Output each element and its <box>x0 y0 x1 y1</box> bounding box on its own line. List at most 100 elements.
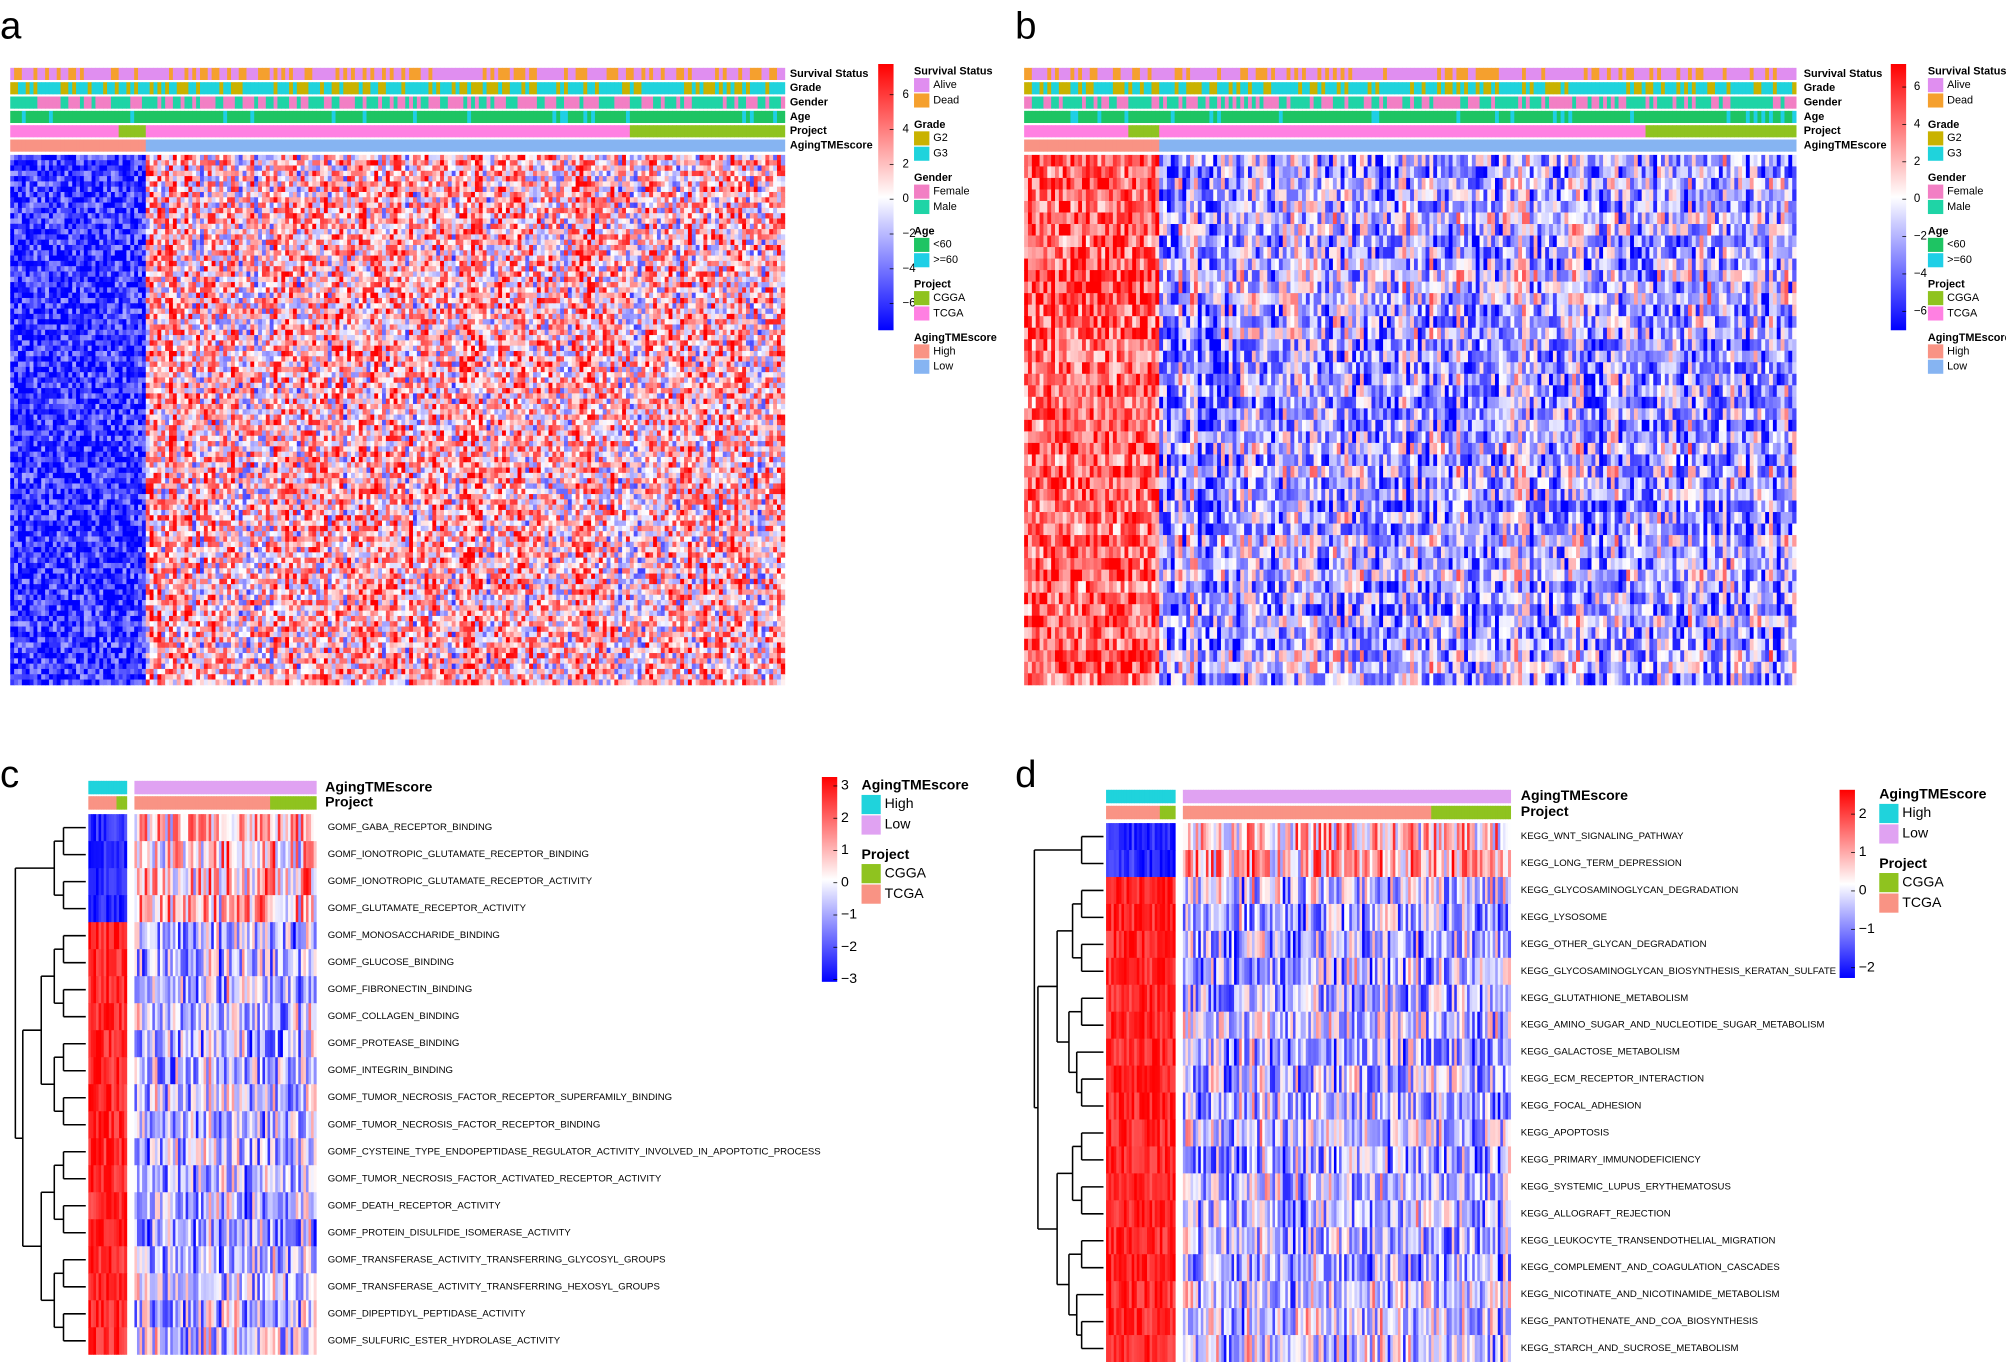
heatmap-cell <box>64 165 68 171</box>
heatmap-cell <box>769 192 773 198</box>
heatmap-cell <box>146 197 150 203</box>
heatmap-cell <box>223 197 227 203</box>
heatmap-cell <box>595 165 599 171</box>
heatmap-cell <box>258 155 262 161</box>
heatmap-cell <box>188 203 192 209</box>
heatmap-cell <box>506 176 510 182</box>
heatmap-cell <box>750 213 754 219</box>
heatmap-cell <box>653 213 657 219</box>
heatmap-cell <box>700 197 704 203</box>
heatmap-cell <box>84 218 88 224</box>
heatmap-cell <box>576 203 580 209</box>
heatmap-cell <box>250 165 254 171</box>
heatmap-cell <box>312 203 316 209</box>
heatmap-cell <box>676 197 680 203</box>
heatmap-cell <box>529 160 533 166</box>
heatmap-cell <box>99 155 103 161</box>
heatmap-cell <box>37 197 41 203</box>
heatmap-cell <box>405 155 409 161</box>
heatmap-cell <box>169 176 173 182</box>
heatmap-cell <box>297 171 301 177</box>
heatmap-cell <box>316 187 320 193</box>
heatmap-cell <box>378 176 382 182</box>
heatmap-cell <box>518 160 522 166</box>
heatmap-cell <box>49 181 53 187</box>
heatmap-cell <box>700 176 704 182</box>
heatmap-cell <box>281 192 285 198</box>
heatmap-cell <box>641 171 645 177</box>
heatmap-cell <box>483 181 487 187</box>
heatmap-cell <box>773 187 777 193</box>
heatmap-cell <box>587 155 591 161</box>
heatmap-cell <box>258 218 262 224</box>
heatmap-cell <box>367 208 371 214</box>
heatmap-cell <box>607 181 611 187</box>
heatmap-cell <box>68 197 72 203</box>
heatmap-cell <box>700 181 704 187</box>
heatmap-cell <box>692 197 696 203</box>
heatmap-cell <box>316 155 320 161</box>
heatmap-cell <box>243 181 247 187</box>
heatmap-cell <box>277 197 281 203</box>
heatmap-cell <box>72 187 76 193</box>
heatmap-cell <box>138 187 142 193</box>
heatmap-cell <box>355 176 359 182</box>
heatmap-cell <box>556 165 560 171</box>
heatmap-cell <box>316 192 320 198</box>
heatmap-cell <box>537 197 541 203</box>
heatmap-cell <box>289 181 293 187</box>
heatmap-cell <box>494 203 498 209</box>
heatmap-cell <box>250 213 254 219</box>
heatmap-cell <box>514 187 518 193</box>
heatmap-cell <box>246 176 250 182</box>
heatmap-cell <box>99 171 103 177</box>
heatmap-cell <box>428 213 432 219</box>
heatmap-cell <box>107 203 111 209</box>
heatmap-cell <box>467 213 471 219</box>
heatmap-cell <box>95 187 99 193</box>
heatmap-cell <box>514 213 518 219</box>
heatmap-cell <box>703 181 707 187</box>
heatmap-cell <box>552 208 556 214</box>
heatmap-cell <box>518 171 522 177</box>
heatmap-cell <box>26 218 30 224</box>
heatmap-cell <box>645 165 649 171</box>
heatmap-cell <box>758 176 762 182</box>
heatmap-cell <box>773 165 777 171</box>
heatmap-cell <box>707 192 711 198</box>
heatmap-cell <box>417 213 421 219</box>
heatmap-cell <box>359 155 363 161</box>
heatmap-cell <box>657 171 661 177</box>
heatmap-cell <box>490 208 494 214</box>
heatmap-cell <box>111 203 115 209</box>
heatmap-cell <box>401 176 405 182</box>
heatmap-cell <box>487 187 491 193</box>
heatmap-cell <box>425 187 429 193</box>
heatmap-cell <box>626 155 630 161</box>
heatmap-cell <box>49 208 53 214</box>
heatmap-cell <box>196 171 200 177</box>
heatmap-cell <box>95 203 99 209</box>
heatmap-cell <box>212 197 216 203</box>
heatmap-cell <box>212 171 216 177</box>
heatmap-cell <box>185 208 189 214</box>
heatmap-cell <box>421 176 425 182</box>
heatmap-cell <box>61 208 65 214</box>
heatmap-cell <box>494 160 498 166</box>
heatmap-cell <box>672 203 676 209</box>
heatmap-cell <box>281 176 285 182</box>
heatmap-cell <box>545 160 549 166</box>
heatmap-cell <box>645 181 649 187</box>
heatmap-cell <box>781 187 785 193</box>
heatmap-cell <box>723 203 727 209</box>
heatmap-cell <box>111 208 115 214</box>
heatmap-cell <box>227 181 231 187</box>
heatmap-cell <box>374 165 378 171</box>
heatmap-cell <box>270 213 274 219</box>
heatmap-cell <box>134 203 138 209</box>
heatmap-cell <box>401 171 405 177</box>
heatmap-cell <box>622 171 626 177</box>
heatmap-cell <box>76 181 80 187</box>
heatmap-cell <box>661 187 665 193</box>
heatmap-cell <box>742 171 746 177</box>
